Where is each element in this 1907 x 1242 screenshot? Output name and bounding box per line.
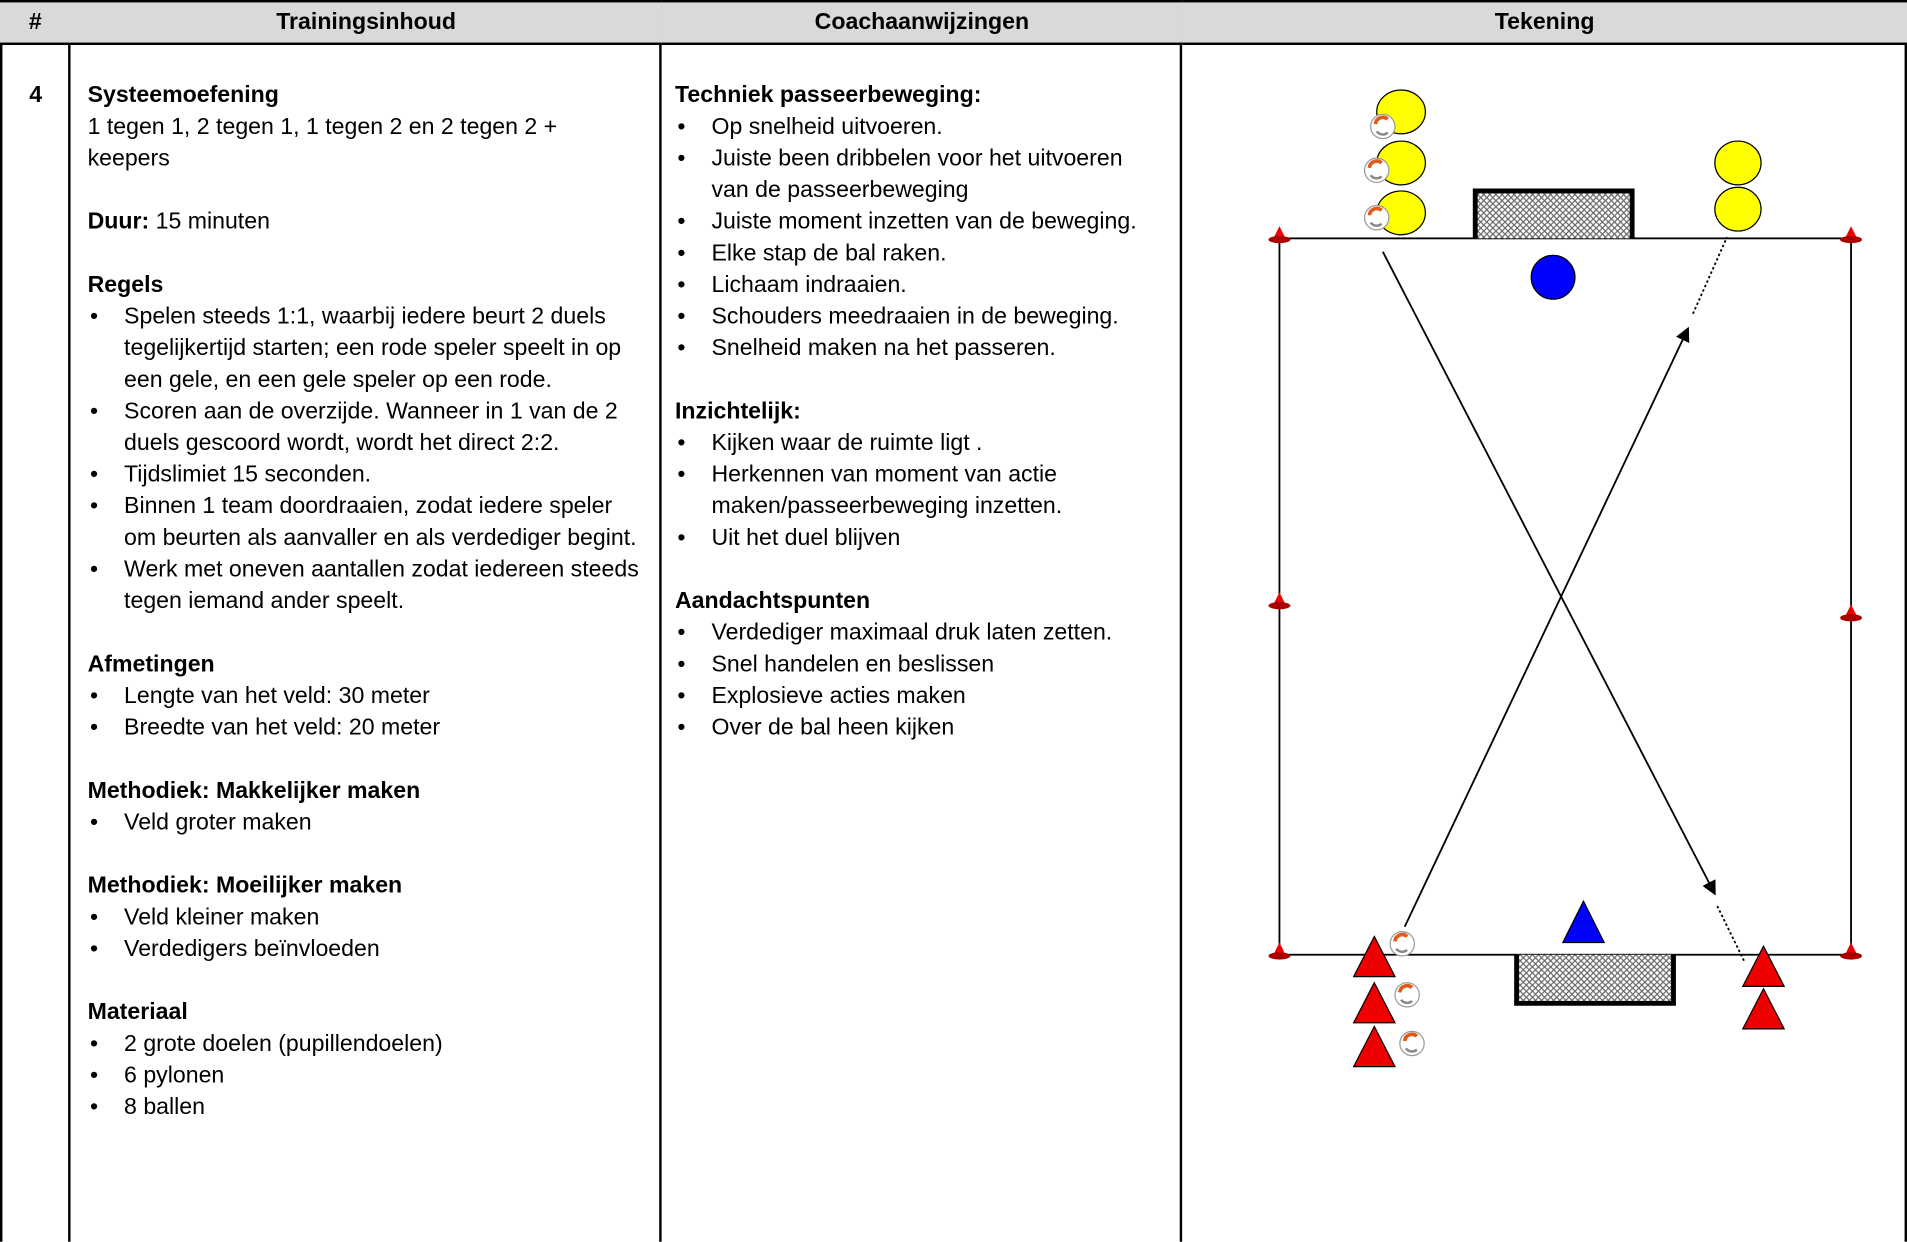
bullet-item: Op snelheid uitvoeren. xyxy=(675,112,1161,144)
section: Techniek passeerbeweging: Op snelheid uit… xyxy=(675,80,1161,365)
duration-value: 15 minuten xyxy=(155,209,270,235)
section-heading: Methodiek: Makkelijker maken xyxy=(87,778,421,804)
bullet-item: Over de bal heen kijken xyxy=(675,713,1161,745)
bullet-item: Snelheid maken na het passeren. xyxy=(675,333,1161,365)
bullet-item: Tijdslimiet 15 seconden. xyxy=(88,460,641,492)
movement-lines xyxy=(1382,236,1745,962)
coach-content: Techniek passeerbeweging: Op snelheid uit… xyxy=(675,49,1161,745)
section: Regels Spelen steeds 1:1, waarbij iedere … xyxy=(88,270,641,618)
section: Aandachtspunten Verdediger maximaal druk … xyxy=(674,586,1161,745)
section: Methodiek: Moeilijker maken Veld kleiner … xyxy=(87,871,641,966)
col-training xyxy=(71,0,662,1242)
training-content: Systeemoefening 1 tegen 1, 2 tegen 1, 1 … xyxy=(87,80,641,1124)
bullet-item: 6 pylonen xyxy=(88,1061,641,1093)
exercise-title: Systeemoefening xyxy=(87,82,279,109)
exercise-subtitle: 1 tegen 1, 2 tegen 1, 1 tegen 2 en 2 teg… xyxy=(87,114,558,172)
section-heading: Techniek passeerbeweging: xyxy=(674,82,982,109)
bullet-item: Schouders meedraaien in de beweging. xyxy=(675,302,1161,334)
bullet-item: Werk met oneven aantallen zodat iedereen… xyxy=(88,555,641,618)
bullet-item: Explosieve acties maken xyxy=(675,681,1161,713)
section: Afmetingen Lengte van het veld: 30 meterB… xyxy=(88,649,641,744)
section-heading: Materiaal xyxy=(87,999,188,1026)
bullet-item: 2 grote doelen (pupillendoelen) xyxy=(88,1029,641,1061)
section: Materiaal 2 grote doelen (pupillendoelen)… xyxy=(87,997,641,1124)
section-heading: Methodiek: Moeilijker maken xyxy=(87,873,403,899)
section-heading: Aandachtspunten xyxy=(674,588,871,615)
bullet-item: Juiste moment inzetten van de beweging. xyxy=(675,207,1161,239)
header-cell: Tekening xyxy=(1182,0,1907,45)
bullet-item: Binnen 1 team doordraaien, zodat iedere … xyxy=(88,491,641,554)
section-heading: Regels xyxy=(87,272,164,298)
balls xyxy=(1362,112,1426,1058)
header-cell: Trainingsinhoud xyxy=(70,0,662,45)
section-heading: Inzichtelijk: xyxy=(674,398,801,425)
section: Methodiek: Makkelijker maken Veld groter … xyxy=(88,776,641,839)
bullet-item: 8 ballen xyxy=(88,1092,641,1124)
bullet-item: Scoren aan de overzijde. Wanneer in 1 va… xyxy=(88,396,641,459)
section-heading: Afmetingen xyxy=(87,651,215,678)
bullet-item: Juiste been dribbelen voor het uitvoeren… xyxy=(675,144,1161,207)
col-drawing xyxy=(1182,0,1907,1242)
bullet-item: Elke stap de bal raken. xyxy=(675,238,1161,270)
bullet-item: Verdediger maximaal druk laten zetten. xyxy=(675,618,1161,650)
bullet-item: Veld groter maken xyxy=(88,808,641,840)
col-coach xyxy=(662,0,1183,1242)
bullet-item: Snel handelen en beslissen xyxy=(675,649,1161,681)
bullet-item: Herkennen van moment van actie maken/pas… xyxy=(675,460,1161,523)
bullet-item: Verdedigers beïnvloeden xyxy=(88,934,641,966)
players xyxy=(1352,89,1786,1068)
duration: Duur: 15 minuten xyxy=(88,207,641,239)
bullet-item: Lichaam indraaien. xyxy=(675,270,1161,302)
duration-label: Duur: xyxy=(87,209,150,235)
bullet-item: Kijken waar de ruimte ligt . xyxy=(675,428,1161,460)
bullet-item: Spelen steeds 1:1, waarbij iedere beurt … xyxy=(88,302,641,397)
col-number xyxy=(0,0,71,1242)
bullet-item: Veld kleiner maken xyxy=(88,902,641,934)
bullet-item: Uit het duel blijven xyxy=(675,523,1161,555)
bullet-item: Breedte van het veld: 20 meter xyxy=(88,713,641,745)
header-cell: Coachaanwijzingen xyxy=(661,0,1183,45)
field xyxy=(1268,188,1863,1006)
section: Inzichtelijk: Kijken waar de ruimte ligt … xyxy=(674,396,1161,555)
bullet-item: Lengte van het veld: 30 meter xyxy=(88,681,641,713)
row-number: 4 xyxy=(29,82,43,109)
header-cell: # xyxy=(0,0,71,45)
